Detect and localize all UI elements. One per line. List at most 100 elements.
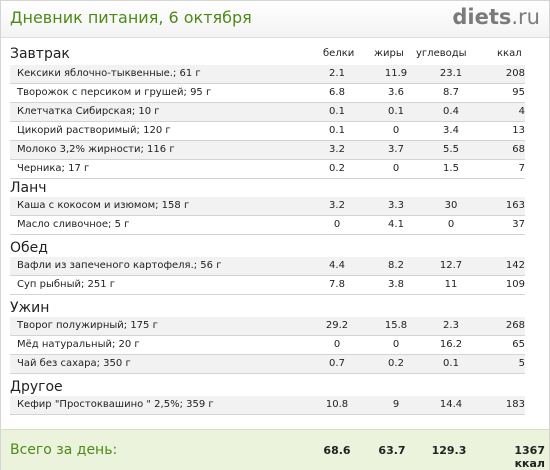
column-header-fat: жиры (374, 48, 404, 59)
kcal-value: 13 (512, 125, 525, 136)
fat-value: 9 (392, 399, 400, 410)
table-row: Творожок с персиком и грушей; 95 г 6.8 3… (10, 84, 525, 103)
fat-value: 8.2 (388, 260, 404, 271)
kcal-value: 68 (512, 144, 525, 155)
logo-tld: .ru (511, 5, 540, 29)
food-name: Кефир "Простоквашино " 2,5%; 359 г (17, 399, 214, 410)
carbs-value: 3.4 (443, 125, 459, 136)
carbs-value: 2.3 (443, 320, 459, 331)
food-name: Каша с кокосом и изюмом; 158 г (17, 200, 190, 211)
carbs-value: 0.4 (443, 106, 459, 117)
table-row: Мёд натуральный; 20 г 0 0 16.2 65 (10, 336, 525, 355)
carbs-value: 16.2 (439, 339, 463, 350)
carbs-value: 14.4 (439, 399, 463, 410)
table-row: Каша с кокосом и изюмом; 158 г 3.2 3.3 3… (10, 197, 525, 216)
header-bar: Дневник питания, 6 октября diets.ru (1, 1, 549, 38)
total-kcal: 1367 ккал (514, 444, 545, 470)
carbs-value: 11 (444, 279, 458, 290)
carbs-value: 30 (444, 200, 458, 211)
kcal-value: 183 (505, 399, 525, 410)
kcal-value: 7 (518, 163, 525, 174)
table-row: Творог полужирный; 175 г 29.2 15.8 2.3 2… (10, 317, 525, 336)
kcal-value: 142 (505, 260, 525, 271)
carbs-value: 12.7 (439, 260, 463, 271)
food-name: Чай без сахара; 350 г (17, 358, 131, 369)
food-name: Цикорий растворимый; 120 г (17, 125, 171, 136)
table-row: Чай без сахара; 350 г 0.7 0.2 0.1 5 (10, 355, 525, 374)
fat-value: 0.1 (388, 106, 404, 117)
table-row: Кефир "Простоквашино " 2,5%; 359 г 10.8 … (10, 396, 525, 415)
total-fat: 63.7 (378, 444, 406, 457)
kcal-value: 268 (505, 320, 525, 331)
carbs-value: 8.7 (443, 87, 459, 98)
section-title-supper: Ужин (10, 300, 50, 316)
fat-value: 0 (392, 163, 400, 174)
food-name: Творожок с персиком и грушей; 95 г (17, 87, 212, 98)
section-title-lunch: Ланч (10, 180, 47, 196)
kcal-value: 5 (518, 358, 525, 369)
fat-value: 0 (392, 339, 400, 350)
protein-value: 7.8 (329, 279, 345, 290)
protein-value: 29.2 (325, 320, 349, 331)
food-name: Вафли из запеченого картофеля.; 56 г (17, 260, 222, 271)
fat-value: 0 (392, 125, 400, 136)
carbs-value: 1.5 (443, 163, 459, 174)
protein-value: 3.2 (329, 144, 345, 155)
carbs-value: 5.5 (443, 144, 459, 155)
fat-value: 4.1 (388, 219, 404, 230)
site-logo[interactable]: diets.ru (452, 5, 540, 29)
carbs-value: 0 (447, 219, 455, 230)
kcal-value: 65 (512, 339, 525, 350)
food-name: Клетчатка Сибирская; 10 г (17, 106, 160, 117)
table-row: Цикорий растворимый; 120 г 0.1 0 3.4 13 (10, 122, 525, 141)
kcal-value: 95 (512, 87, 525, 98)
food-name: Творог полужирный; 175 г (17, 320, 158, 331)
fat-value: 15.8 (384, 320, 408, 331)
kcal-value: 109 (505, 279, 525, 290)
kcal-value: 37 (512, 219, 525, 230)
protein-value: 2.1 (329, 68, 345, 79)
protein-value: 0 (333, 339, 341, 350)
table-row: Вафли из запеченого картофеля.; 56 г 4.4… (10, 257, 525, 276)
table-row: Масло сливочное; 5 г 0 4.1 0 37 (10, 216, 525, 235)
food-name: Масло сливочное; 5 г (17, 219, 130, 230)
fat-value: 3.7 (388, 144, 404, 155)
protein-value: 0.1 (329, 106, 345, 117)
total-protein: 68.6 (323, 444, 351, 457)
fat-value: 3.3 (388, 200, 404, 211)
protein-value: 4.4 (329, 260, 345, 271)
section-title-dinner: Обед (10, 240, 48, 256)
protein-value: 0.2 (329, 163, 345, 174)
protein-value: 3.2 (329, 200, 345, 211)
fat-value: 11.9 (384, 68, 408, 79)
protein-value: 0.1 (329, 125, 345, 136)
food-name: Суп рыбный; 251 г (17, 279, 116, 290)
section-title-breakfast: Завтрак (10, 46, 70, 62)
fat-value: 3.8 (388, 279, 404, 290)
fat-value: 3.6 (388, 87, 404, 98)
table-row: Кексики яблочно-тыквенные.; 61 г 2.1 11.… (10, 65, 525, 84)
protein-value: 10.8 (325, 399, 349, 410)
protein-value: 0.7 (329, 358, 345, 369)
table-row: Черника; 17 г 0.2 0 1.5 7 (10, 160, 525, 179)
kcal-value: 208 (505, 68, 525, 79)
table-row: Суп рыбный; 251 г 7.8 3.8 11 109 (10, 276, 525, 295)
food-name: Мёд натуральный; 20 г (17, 339, 140, 350)
carbs-value: 23.1 (439, 68, 463, 79)
column-header-carbs: углеводы (416, 48, 467, 59)
protein-value: 0 (333, 219, 341, 230)
protein-value: 6.8 (329, 87, 345, 98)
fat-value: 0.2 (388, 358, 404, 369)
section-title-other: Другое (10, 379, 63, 395)
column-header-protein: белки (323, 48, 355, 59)
food-name: Черника; 17 г (17, 163, 90, 174)
column-header-kcal: ккал (497, 48, 522, 59)
totals-bar: Всего за день: 68.6 63.7 129.3 1367 ккал (1, 429, 549, 470)
kcal-value: 163 (505, 200, 525, 211)
food-name: Молоко 3,2% жирности; 116 г (17, 144, 175, 155)
food-name: Кексики яблочно-тыквенные.; 61 г (17, 68, 201, 79)
totals-label: Всего за день: (10, 442, 118, 458)
table-row: Молоко 3,2% жирности; 116 г 3.2 3.7 5.5 … (10, 141, 525, 160)
total-carbs: 129.3 (431, 444, 467, 457)
